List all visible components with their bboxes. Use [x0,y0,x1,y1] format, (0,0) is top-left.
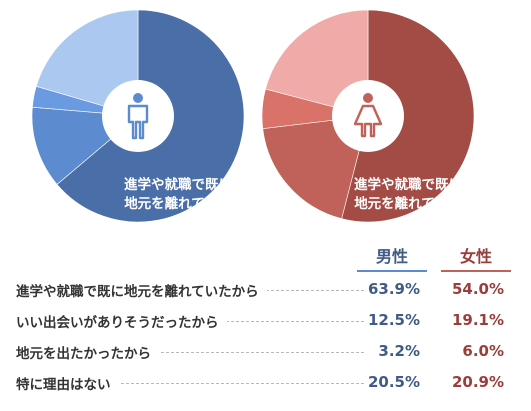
row-label: 特に理由はない [16,373,119,393]
pie-center-disc [102,80,174,152]
male-figure-icon [127,93,149,140]
row-label: 進学や就職で既に地元を離れていたから [16,280,267,300]
table-row: いい出会いがありそうだったから 12.5% 19.1% [16,307,516,335]
female-pie-chart: 進学や就職で既に地元を離れていた [261,9,475,223]
row-label: いい出会いがありそうだったから [16,311,227,331]
female-figure-icon [353,93,383,138]
female-header-label: 女性 [459,247,492,266]
row-female-value: 19.1% [451,311,504,329]
row-leader-line [16,383,364,384]
pie-slice [262,115,369,220]
female-column-header: 女性 [441,244,511,272]
table-row: 特に理由はない 20.5% 20.9% [16,369,516,397]
row-male-value: 3.2% [378,342,420,360]
table-row: 地元を出たかったから 3.2% 6.0% [16,338,516,366]
slice-label: 進学や就職で既に [124,176,232,193]
row-female-value: 20.9% [451,373,504,391]
pie-slice [265,9,369,117]
table-row: 進学や就職で既に地元を離れていたから 63.9% 54.0% [16,276,516,304]
row-female-value: 6.0% [462,342,504,360]
male-header-label: 男性 [375,247,408,266]
row-male-value: 20.5% [367,373,420,391]
row-label: 地元を出たかったから [16,342,159,362]
pie-slice [341,9,475,223]
slice-label: 進学や就職で既に [354,176,462,193]
row-leader-line [16,352,364,353]
row-female-value: 54.0% [451,280,504,298]
slice-label: 地元を離れていた [354,195,462,212]
pie-center-disc [332,80,404,152]
slice-label: 地元を離れていた [124,195,232,212]
male-column-header: 男性 [357,244,427,272]
row-male-value: 12.5% [367,311,420,329]
male-pie-chart: 進学や就職で既に地元を離れていた [31,9,245,223]
female-header-underline [441,270,511,272]
row-male-value: 63.9% [367,280,420,298]
pie-slice [35,9,139,117]
male-header-underline [357,270,427,272]
